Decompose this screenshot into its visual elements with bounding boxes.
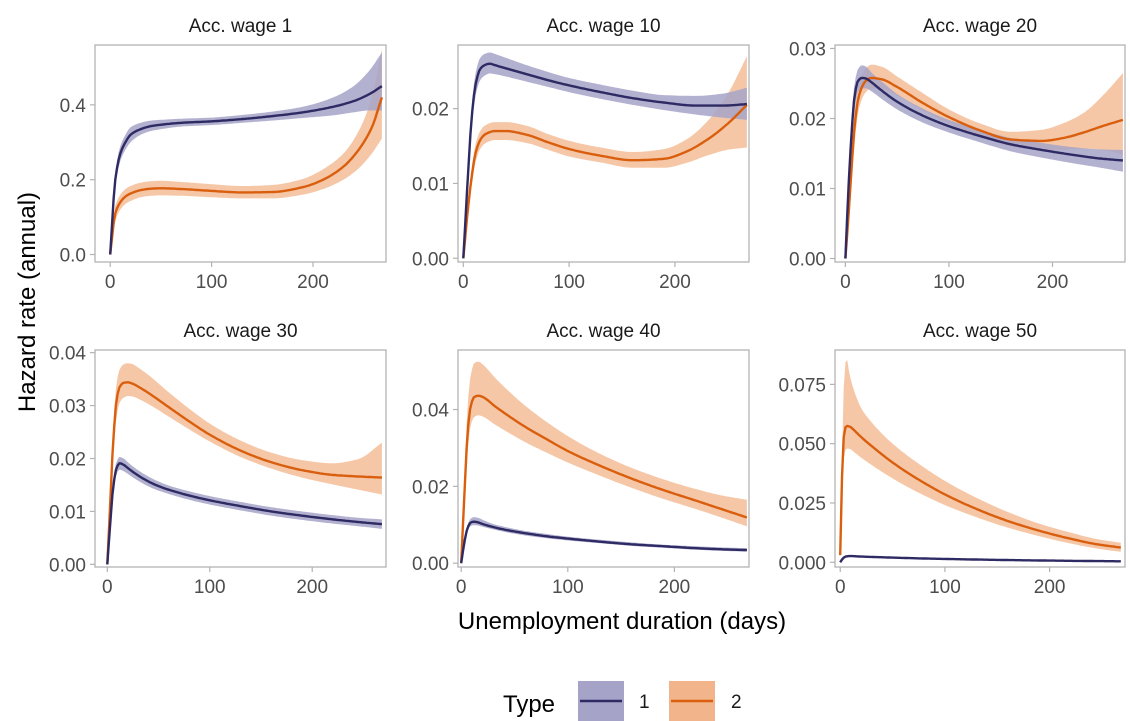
panel-title: Acc. wage 10 (546, 16, 660, 37)
panel-title: Acc. wage 30 (183, 321, 297, 342)
panel-border (834, 349, 1126, 568)
x-tick-label: 200 (659, 272, 691, 293)
plot-area (839, 360, 1122, 563)
series-line-type-2 (839, 424, 1122, 556)
x-tick-label: 0 (458, 272, 469, 293)
facet-panel: Acc. wage 10 0 100 200 0.00 0.01 0.02 (412, 16, 750, 293)
ci-ribbon-type-1 (107, 457, 382, 565)
series-line-type-2 (460, 394, 748, 564)
series-line-type-1 (106, 462, 382, 565)
ci-ribbon-type-2 (110, 48, 382, 255)
legend: Type 1 2 (503, 681, 742, 721)
ci-ribbon-type-2 (461, 361, 747, 564)
y-tick-label: 0.02 (49, 450, 86, 471)
y-tick-label: 0.02 (412, 100, 449, 121)
y-tick-label: 0.01 (412, 174, 449, 195)
x-tick-label: 100 (553, 272, 585, 293)
x-tick-label: 100 (194, 577, 226, 598)
y-tick-label: 0.04 (49, 344, 86, 365)
x-tick-label: 100 (933, 272, 965, 293)
x-axis-title: Unemployment duration (days) (458, 608, 786, 635)
y-tick-label: 0.03 (49, 397, 86, 418)
y-tick-label: 0.4 (60, 96, 87, 117)
y-tick-label: 0.01 (789, 180, 826, 201)
series-line-type-1 (839, 554, 1121, 563)
ci-ribbon-type-1 (110, 52, 382, 255)
y-axis-title: Hazard rate (annual) (14, 192, 41, 412)
panel-border (457, 349, 750, 568)
x-tick-label: 100 (929, 577, 961, 598)
ci-ribbon-type-1 (845, 65, 1123, 259)
y-tick-label: 0.02 (789, 110, 826, 131)
x-tick-label: 200 (659, 577, 691, 598)
y-tick-label: 0.01 (49, 502, 86, 523)
y-tick-label: 0.00 (412, 249, 449, 270)
panel-border (457, 44, 750, 263)
ci-ribbon-type-1 (461, 517, 747, 564)
legend-label-type-1: 1 (639, 692, 650, 713)
series-line-type-2 (462, 104, 748, 259)
plot-area (109, 48, 384, 255)
series-line-type-1 (460, 520, 747, 564)
facet-panel: Acc. wage 1 0 100 200 0.0 0.2 0.4 (60, 16, 387, 293)
plot-area (106, 363, 382, 565)
x-tick-label: 0 (456, 577, 467, 598)
legend-title: Type (503, 691, 555, 718)
ci-ribbon-type-2 (840, 360, 1121, 556)
panel-title: Acc. wage 40 (546, 321, 660, 342)
panel-title: Acc. wage 50 (923, 321, 1037, 342)
panel-title: Acc. wage 1 (189, 16, 293, 37)
y-tick-label: 0.050 (778, 435, 826, 456)
x-tick-label: 200 (1034, 577, 1066, 598)
plot-area (844, 64, 1124, 259)
facet-panel: Acc. wage 30 0 100 200 0.00 0.01 0.02 0.03 0.04 (49, 321, 387, 598)
panel-title: Acc. wage 20 (923, 16, 1037, 37)
x-tick-label: 200 (296, 577, 328, 598)
x-tick-label: 200 (297, 272, 329, 293)
y-tick-label: 0.04 (412, 401, 449, 422)
plot-area (462, 52, 748, 259)
y-tick-label: 0.025 (778, 494, 826, 515)
series-line-type-2 (844, 76, 1124, 259)
series-line-type-2 (109, 97, 384, 255)
x-tick-label: 0 (835, 577, 846, 598)
series-line-type-1 (109, 85, 383, 255)
facet-panel: Acc. wage 50 0 100 200 0.000 0.025 0.050 0.075 (778, 321, 1126, 598)
y-tick-label: 0.00 (412, 554, 449, 575)
x-tick-label: 0 (105, 272, 116, 293)
legend-label-type-2: 2 (731, 692, 742, 713)
y-tick-label: 0.000 (778, 553, 826, 574)
y-tick-label: 0.2 (60, 171, 86, 192)
panel-border (94, 44, 387, 263)
plot-area (460, 361, 748, 564)
y-tick-label: 0.03 (789, 40, 826, 61)
series-line-type-2 (106, 381, 382, 565)
y-tick-label: 0.00 (789, 250, 826, 271)
x-tick-label: 0 (102, 577, 113, 598)
facet-panel: Acc. wage 40 0 100 200 0.00 0.02 0.04 (412, 321, 750, 598)
panel-border (834, 44, 1126, 263)
series-line-type-1 (462, 62, 747, 259)
y-tick-label: 0.075 (778, 375, 826, 396)
x-tick-label: 200 (1037, 272, 1069, 293)
x-tick-label: 0 (840, 272, 851, 293)
facet-panel: Acc. wage 20 0 100 200 0.00 0.01 0.02 0.03 (789, 16, 1126, 293)
x-tick-label: 100 (196, 272, 228, 293)
y-tick-label: 0.02 (412, 477, 449, 498)
y-tick-label: 0.0 (60, 246, 86, 267)
series-line-type-1 (844, 76, 1124, 259)
x-tick-label: 100 (552, 577, 584, 598)
y-tick-label: 0.00 (49, 555, 86, 576)
